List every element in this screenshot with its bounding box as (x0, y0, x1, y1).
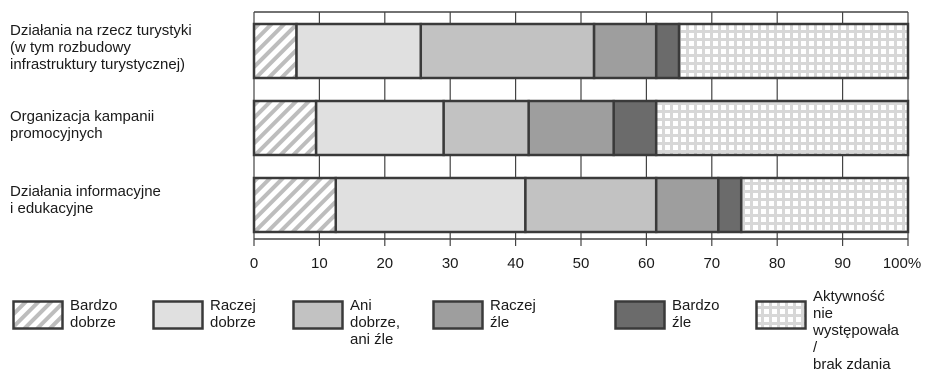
bar-segment (527, 99, 615, 157)
bar-segment (612, 99, 658, 157)
bar-segment (442, 99, 530, 157)
bar-segment (592, 22, 658, 80)
x-tick-label: 50 (572, 255, 590, 272)
bars (252, 22, 910, 234)
category-label: Organizacja kampanii promocyjnych (10, 108, 155, 142)
category-label: Działania informacyjne i edukacyjne (10, 183, 161, 217)
x-tick-label: 60 (638, 255, 655, 272)
legend-label: Ani dobrze, ani źle (350, 297, 401, 348)
x-tick-label: 0 (249, 255, 259, 272)
bar-segment (654, 22, 681, 80)
bar-segment (654, 99, 910, 157)
legend-swatch (292, 300, 344, 330)
bar-segment (252, 22, 298, 80)
bar-segment (334, 176, 527, 234)
stacked-bar-chart (252, 11, 910, 246)
x-tick-label: 100% (882, 255, 922, 272)
bar-segment (295, 22, 423, 80)
legend-label: Aktywność nie występowała / brak zdania (813, 288, 899, 373)
bar-segment (314, 99, 445, 157)
bar-segment (524, 176, 658, 234)
x-tick-label: 10 (311, 255, 328, 272)
legend-label: Raczej dobrze (210, 297, 256, 331)
legend-label: Bardzo źle (672, 297, 720, 331)
legend-swatch (755, 300, 807, 330)
x-tick-label: 80 (768, 255, 786, 272)
bar-segment (252, 176, 337, 234)
x-tick-label: 40 (507, 255, 524, 272)
x-tick-label: 70 (703, 255, 721, 272)
bar-segment (717, 176, 743, 234)
legend-swatch (12, 300, 64, 330)
x-tick-label: 20 (376, 255, 394, 272)
legend-label: Bardzo dobrze (70, 297, 118, 331)
bar-segment (677, 22, 910, 80)
x-tick-label: 30 (441, 255, 459, 272)
bar-segment (654, 176, 720, 234)
x-tick-label: 90 (834, 255, 851, 272)
category-label: Działania na rzecz turystyki (w tym rozbu… (10, 22, 192, 73)
legend-swatch (152, 300, 204, 330)
legend: Bardzo dobrze Raczej dobrze Ani dobrze, ani ź… (0, 288, 938, 373)
bar-segment (419, 22, 596, 80)
legend-label: Raczej źle (490, 297, 536, 331)
bar-segment (739, 176, 910, 234)
legend-swatch (432, 300, 484, 330)
legend-swatch (614, 300, 666, 330)
bar-segment (252, 99, 318, 157)
